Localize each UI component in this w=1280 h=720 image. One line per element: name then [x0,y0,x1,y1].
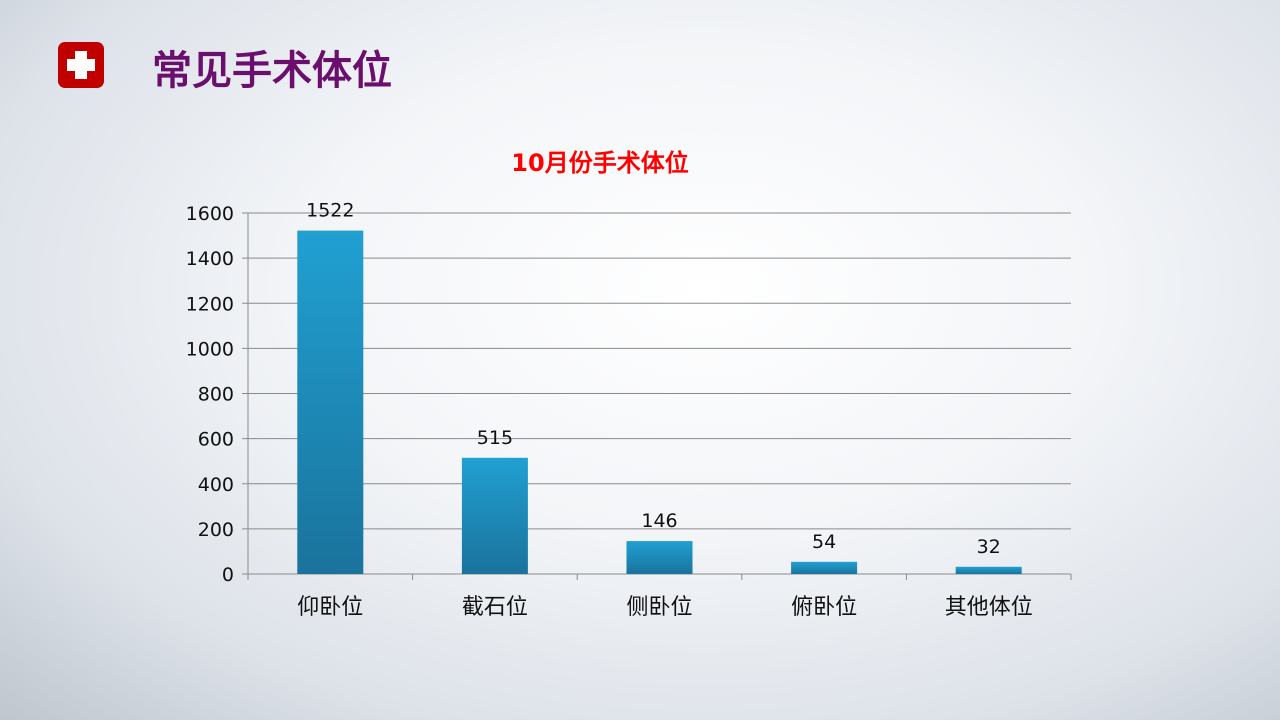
y-tick-label: 1400 [186,248,234,270]
data-label: 515 [477,427,513,449]
data-label: 1522 [306,200,354,222]
y-tick-label: 1000 [186,338,234,360]
bar [955,566,1022,574]
x-tick-label: 截石位 [462,595,528,620]
y-tick-label: 200 [198,519,234,541]
x-tick-label: 仰卧位 [297,595,363,620]
medical-cross-icon [58,42,104,88]
y-tick-label: 1600 [186,203,234,225]
bar [791,561,858,574]
x-tick-label: 其他体位 [945,595,1033,620]
y-tick-label: 0 [222,564,234,586]
data-label: 54 [812,531,836,553]
page-title: 常见手术体位 [152,48,392,94]
data-label: 146 [641,510,677,532]
x-tick-label: 俯卧位 [791,595,857,620]
x-tick-label: 侧卧位 [626,595,692,620]
y-tick-label: 600 [198,429,234,451]
chart-title: 10月份手术体位 [511,149,688,177]
bar [461,457,528,574]
bar [626,541,693,574]
bar [297,230,364,574]
y-tick-label: 400 [198,474,234,496]
data-label: 32 [977,536,1001,558]
y-tick-label: 800 [198,384,234,406]
y-tick-label: 1200 [186,293,234,315]
